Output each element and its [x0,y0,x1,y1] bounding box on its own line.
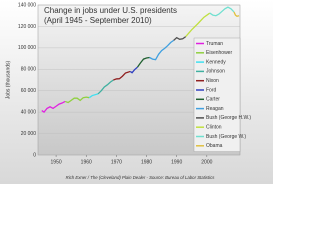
series-line [64,96,90,104]
series-line [136,56,150,68]
series-line [41,100,66,114]
legend-label: Eisenhower [206,50,232,56]
series-line [97,79,114,95]
legend-label: Bush (George W.) [206,134,246,140]
chart-subtitle: (April 1945 - September 2010) [44,16,152,25]
page: Change in jobs under U.S. presidents (Ap… [0,0,273,184]
y-tick-label: 20 000 [21,131,37,137]
series-line [113,70,131,81]
chart-title: Change in jobs under U.S. presidents [44,6,177,15]
series-line [129,66,138,74]
y-tick-label: 140 000 [18,2,36,8]
y-axis-label: Jobs (thousands) [5,60,11,99]
x-tick-label: 1980 [141,159,152,165]
legend-label: Nixon [206,78,219,84]
x-tick-label: 2000 [201,159,212,165]
legend-label: Ford [206,87,217,93]
x-tick-label: 1970 [111,159,122,165]
series-line [185,12,211,38]
footnote: Rich Exner / The (Cleveland) Plain Deale… [66,175,216,180]
legend-label: Carter [206,97,220,103]
series-line [233,11,240,17]
legend-label: Kennedy [206,59,226,65]
legend-label: Bush (George H.W.) [206,115,251,121]
y-tick-label: 60 000 [21,88,37,94]
x-tick-label: 1990 [171,159,182,165]
y-tick-label: 80 000 [21,67,37,73]
legend-label: Truman [206,41,223,47]
chart: Change in jobs under U.S. presidents (Ap… [0,0,273,184]
y-tick-label: 100 000 [18,45,36,51]
series-line [88,93,99,99]
legend-label: Reagan [206,106,224,112]
y-tick-label: 0 [33,152,36,158]
y-tick-label: 120 000 [18,24,36,30]
x-tick-label: 1960 [81,159,92,165]
legend-label: Clinton [206,125,222,131]
legend-box [193,37,241,152]
series-line [209,6,235,17]
legend-label: Johnson [206,69,225,75]
x-tick-label: 1950 [51,159,62,165]
series-line [149,39,175,61]
series-line [173,36,187,41]
legend-label: Obama [206,143,223,149]
y-tick-label: 40 000 [21,109,37,115]
